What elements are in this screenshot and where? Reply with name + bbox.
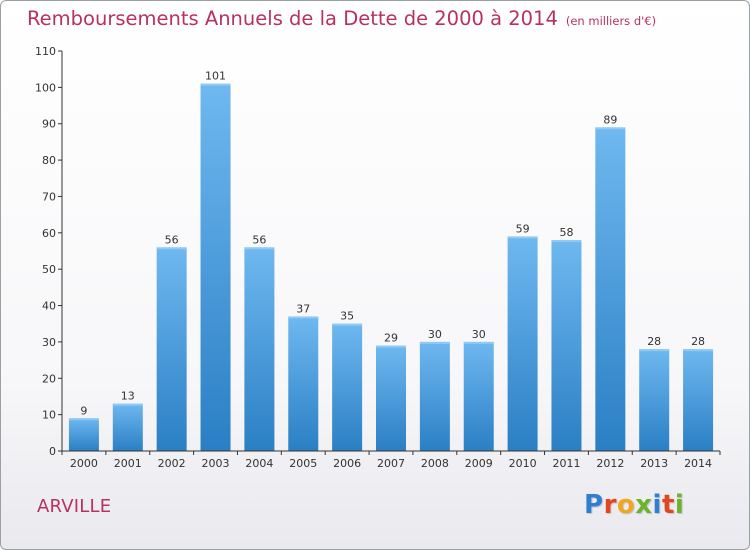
bar-2013 (639, 349, 670, 451)
x-tick-label: 2006 (333, 457, 361, 470)
x-tick-label: 2010 (509, 457, 537, 470)
bar-highlight (376, 345, 406, 348)
x-tick-label: 2003 (202, 457, 230, 470)
x-tick-label: 2011 (552, 457, 580, 470)
bar-2012 (595, 127, 626, 451)
x-tick-label: 2009 (465, 457, 493, 470)
bar-highlight (68, 418, 99, 421)
y-tick-label: 90 (42, 118, 56, 131)
y-tick-label: 30 (42, 336, 56, 349)
y-tick-label: 70 (42, 190, 56, 203)
bar-2010 (507, 236, 538, 451)
title-unit: (en milliers d'€) (565, 14, 657, 28)
data-label: 89 (603, 113, 617, 126)
bar-2011 (551, 240, 582, 451)
y-tick-label: 50 (42, 263, 56, 276)
data-label: 28 (647, 335, 661, 348)
x-tick-label: 2001 (114, 457, 142, 470)
y-axis: 0 10 20 30 40 50 60 70 80 90 100 110 (35, 45, 63, 458)
y-tick-label: 40 (42, 300, 56, 313)
y-tick-label: 60 (42, 227, 56, 240)
y-tick-label: 0 (49, 445, 56, 458)
x-tick-label: 2005 (289, 457, 317, 470)
data-label: 37 (296, 302, 310, 315)
data-label: 59 (516, 222, 530, 235)
proxiti-logo: Proxiti (584, 490, 685, 520)
bar-highlight (200, 83, 231, 86)
bar-highlight (639, 349, 670, 352)
data-label: 35 (340, 310, 354, 323)
data-label: 56 (165, 233, 179, 246)
y-tick-label: 110 (35, 45, 56, 58)
bar-2007 (376, 345, 406, 451)
x-tick-label: 2012 (596, 457, 624, 470)
bar-highlight (332, 323, 363, 326)
bar-2000 (68, 418, 99, 451)
bar-highlight (683, 349, 714, 352)
bar-2005 (288, 316, 319, 451)
bar-highlight (288, 316, 319, 319)
bar-2006 (332, 323, 363, 451)
bar-2014 (683, 349, 714, 451)
data-label: 30 (472, 328, 486, 341)
data-label: 29 (384, 332, 398, 345)
x-axis: 2000 2001 2002 2003 2004 2005 2006 2007 2008 2009… (61, 450, 721, 470)
bar-highlight (419, 341, 450, 344)
bar-highlight (156, 247, 187, 250)
bar-2004 (244, 247, 275, 451)
bar-highlight (595, 127, 626, 130)
data-label: 101 (205, 70, 226, 83)
data-label: 28 (691, 335, 705, 348)
data-label: 13 (121, 390, 135, 403)
bar-2002 (156, 247, 187, 451)
x-tick-label: 2002 (158, 457, 186, 470)
bar-2001 (112, 403, 143, 451)
bar-highlight (551, 240, 582, 243)
bar-highlight (244, 247, 275, 250)
x-tick-label: 2014 (684, 457, 712, 470)
bar-highlight (112, 403, 143, 406)
title-main: Remboursements Annuels de la Dette de 20… (27, 7, 558, 30)
y-tick-label: 10 (42, 409, 56, 422)
commune-name: ARVILLE (37, 496, 112, 517)
y-tick-label: 80 (42, 154, 56, 167)
x-tick-label: 2007 (377, 457, 405, 470)
y-tick-label: 20 (42, 372, 56, 385)
x-tick-label: 2004 (245, 457, 273, 470)
bar-highlight (463, 341, 494, 344)
chart-title: Remboursements Annuels de la Dette de 20… (27, 7, 656, 30)
x-tick-label: 2008 (421, 457, 449, 470)
x-tick-label: 2000 (70, 457, 98, 470)
data-label: 56 (252, 233, 266, 246)
bar-2008 (419, 341, 450, 451)
y-tick-label: 100 (35, 81, 56, 94)
bars: 9 13 56 101 56 37 35 29 30 30 59 58 89 28 28 (68, 70, 714, 452)
bar-2003 (200, 83, 231, 452)
bar-2009 (463, 341, 494, 451)
data-label: 58 (559, 226, 573, 239)
bar-highlight (507, 236, 538, 239)
data-label: 9 (80, 404, 87, 417)
data-label: 30 (428, 328, 442, 341)
x-tick-label: 2013 (640, 457, 668, 470)
